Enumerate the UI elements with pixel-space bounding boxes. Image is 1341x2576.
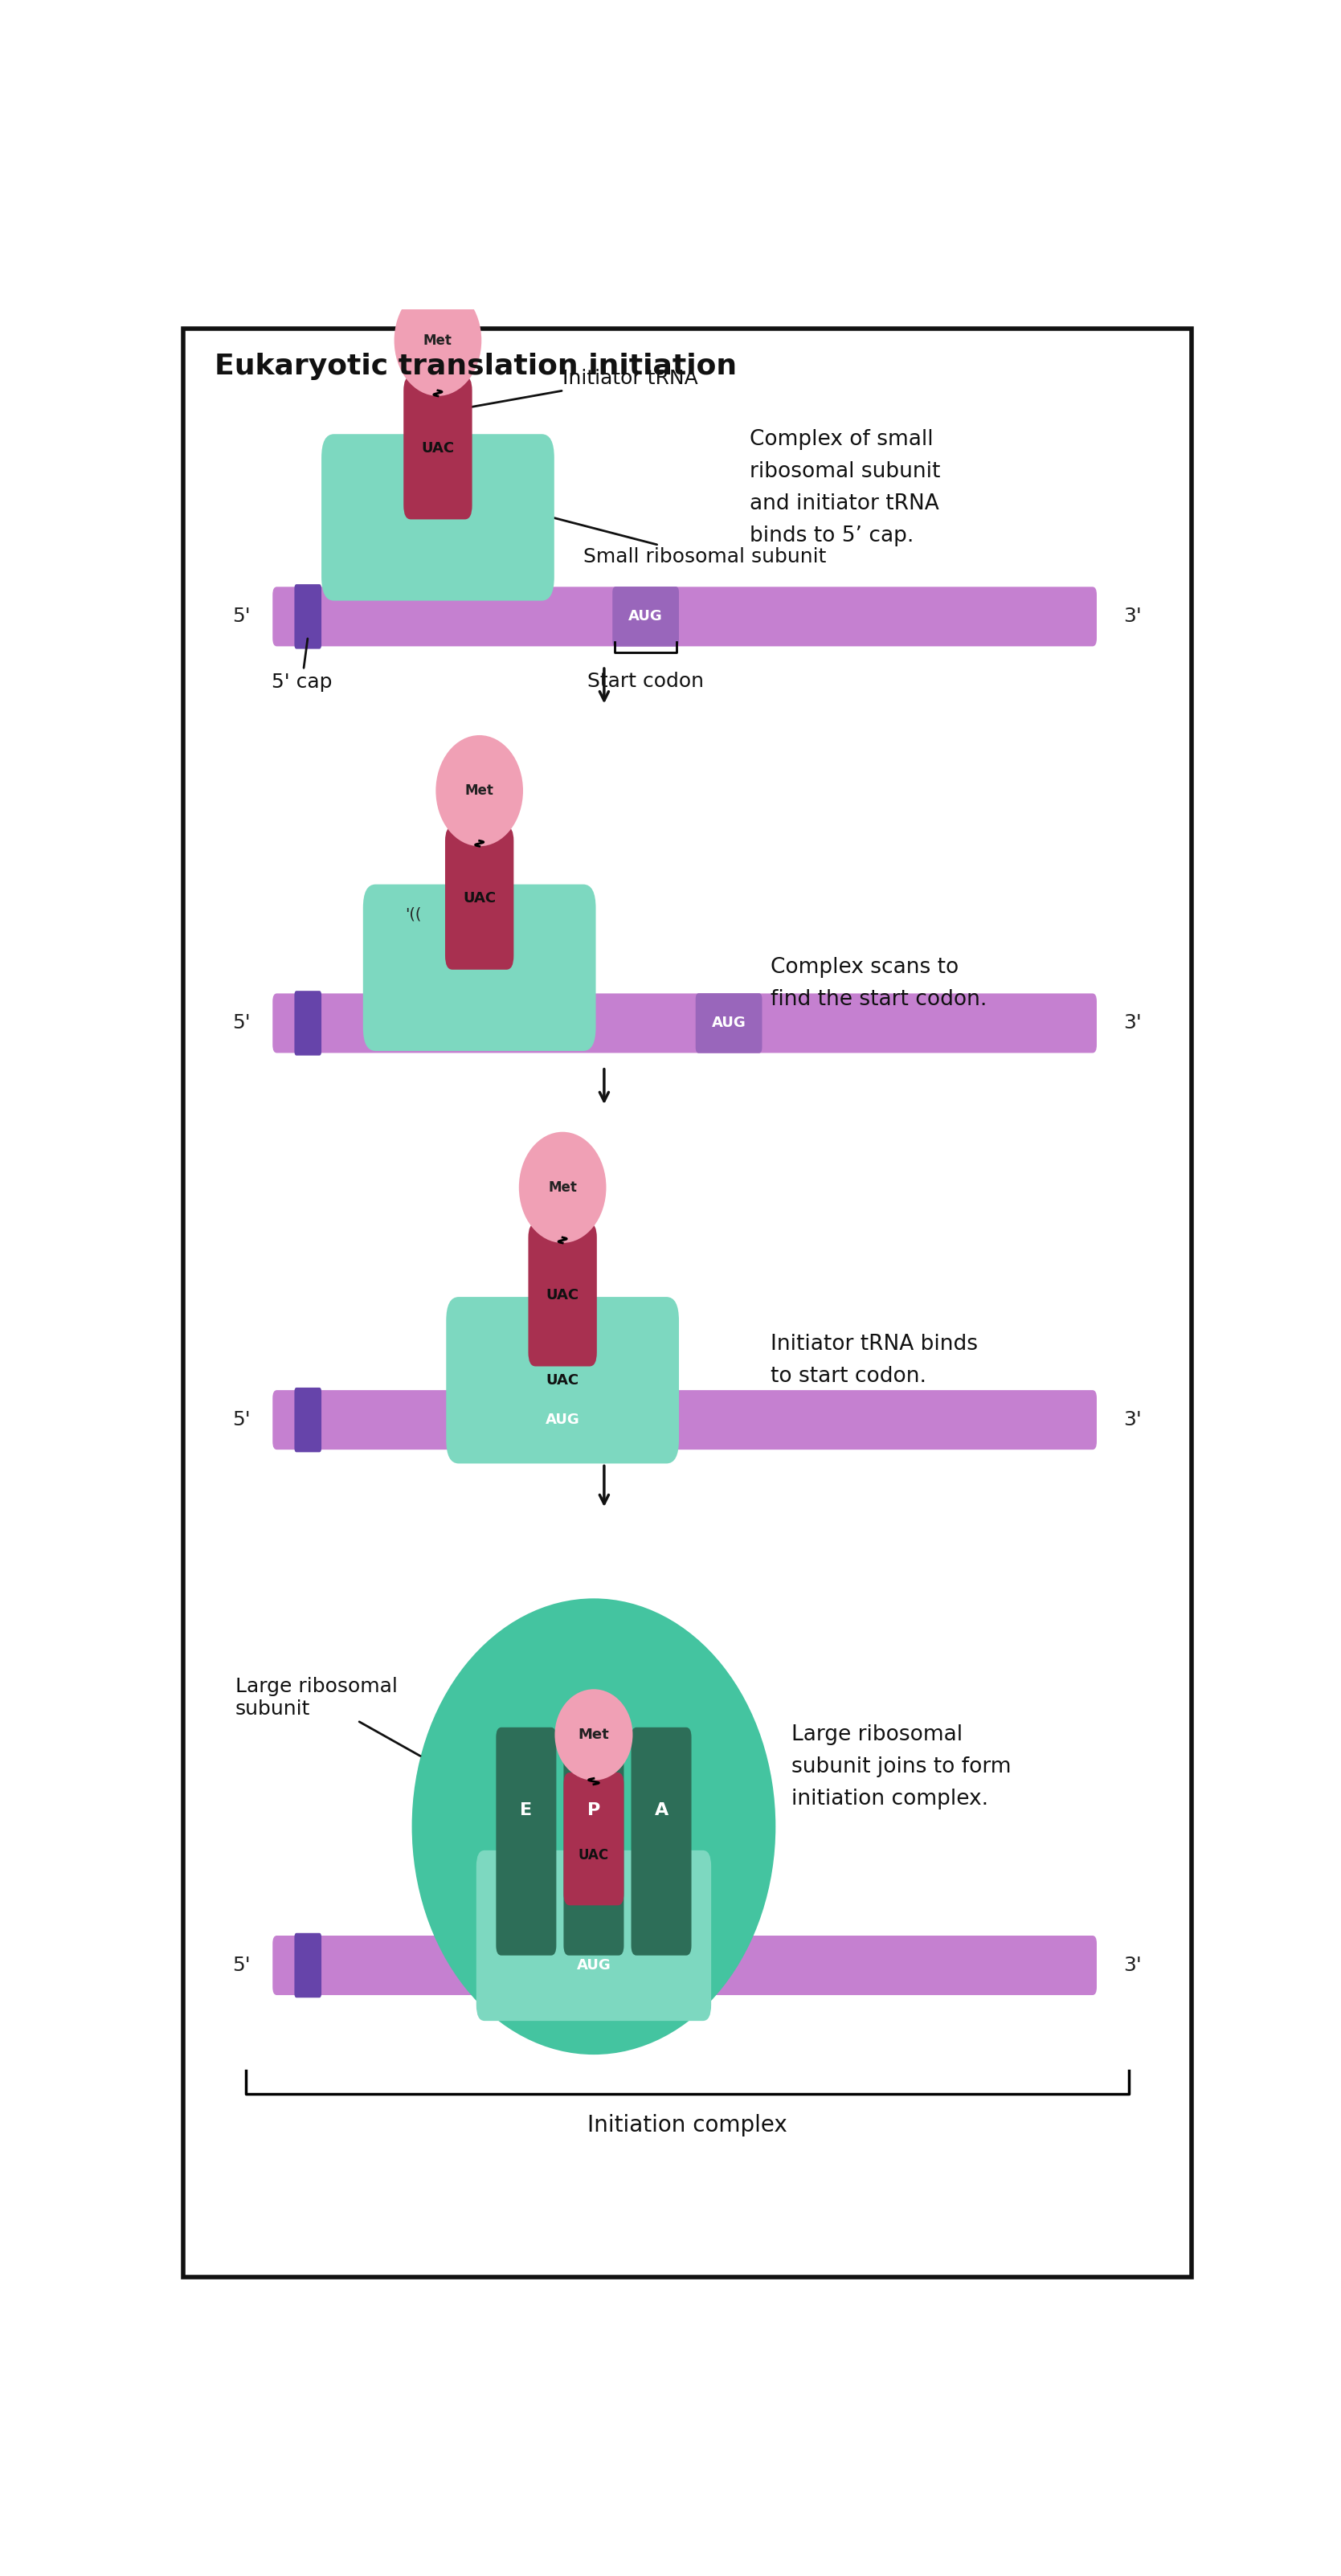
- Text: Large ribosomal
subunit joins to form
initiation complex.: Large ribosomal subunit joins to form in…: [791, 1723, 1011, 1808]
- FancyBboxPatch shape: [476, 1850, 711, 2022]
- Text: P: P: [587, 1803, 601, 1819]
- Text: 5': 5': [232, 608, 251, 626]
- FancyBboxPatch shape: [295, 992, 322, 1056]
- Text: Complex of small
ribosomal subunit
and initiator tRNA
binds to 5’ cap.: Complex of small ribosomal subunit and i…: [750, 430, 940, 546]
- Text: 5': 5': [232, 1012, 251, 1033]
- Text: AUG: AUG: [546, 1412, 579, 1427]
- Text: Large ribosomal
subunit: Large ribosomal subunit: [235, 1677, 420, 1757]
- Text: Initiator tRNA binds
to start codon.: Initiator tRNA binds to start codon.: [770, 1334, 978, 1386]
- FancyBboxPatch shape: [528, 1224, 597, 1365]
- FancyBboxPatch shape: [696, 994, 762, 1054]
- Ellipse shape: [436, 734, 523, 848]
- Text: AUG: AUG: [712, 1015, 746, 1030]
- Text: A: A: [654, 1803, 668, 1819]
- FancyBboxPatch shape: [613, 587, 679, 647]
- FancyBboxPatch shape: [404, 376, 472, 520]
- Text: 3': 3': [1124, 1409, 1143, 1430]
- FancyBboxPatch shape: [272, 994, 1097, 1054]
- Text: '((: '((: [405, 907, 421, 922]
- Text: Initiation complex: Initiation complex: [587, 2115, 787, 2136]
- Text: Eukaryotic translation initiation: Eukaryotic translation initiation: [215, 353, 736, 381]
- Text: AUG: AUG: [629, 611, 662, 623]
- FancyBboxPatch shape: [295, 585, 322, 649]
- Text: 3': 3': [1124, 608, 1143, 626]
- Text: 5' cap: 5' cap: [271, 639, 333, 693]
- Text: UAC: UAC: [578, 1847, 609, 1862]
- Text: 3': 3': [1124, 1955, 1143, 1976]
- Text: UAC: UAC: [546, 1288, 579, 1301]
- Ellipse shape: [519, 1131, 606, 1244]
- Text: Small ribosomal subunit: Small ribosomal subunit: [554, 518, 826, 567]
- FancyBboxPatch shape: [445, 827, 514, 969]
- Ellipse shape: [412, 1597, 775, 2056]
- Text: UAC: UAC: [421, 440, 455, 456]
- FancyBboxPatch shape: [295, 1932, 322, 1999]
- Text: Met: Met: [548, 1180, 577, 1195]
- FancyBboxPatch shape: [563, 1728, 624, 1955]
- Text: UAC: UAC: [546, 1373, 579, 1388]
- Text: Met: Met: [578, 1728, 609, 1741]
- FancyBboxPatch shape: [272, 587, 1097, 647]
- Text: UAC: UAC: [463, 891, 496, 904]
- FancyBboxPatch shape: [632, 1728, 692, 1955]
- Text: Complex scans to
find the start codon.: Complex scans to find the start codon.: [770, 958, 987, 1010]
- FancyBboxPatch shape: [363, 884, 595, 1051]
- FancyBboxPatch shape: [322, 435, 554, 600]
- FancyBboxPatch shape: [184, 330, 1191, 2277]
- Text: 5': 5': [232, 1409, 251, 1430]
- Text: E: E: [520, 1803, 532, 1819]
- Text: AUG: AUG: [546, 1412, 579, 1427]
- Text: 5': 5': [232, 1955, 251, 1976]
- Text: 3': 3': [1124, 1012, 1143, 1033]
- Text: Start codon: Start codon: [587, 672, 704, 690]
- FancyBboxPatch shape: [447, 1296, 679, 1463]
- Ellipse shape: [394, 286, 481, 397]
- FancyBboxPatch shape: [272, 1935, 1097, 1994]
- FancyBboxPatch shape: [563, 1772, 624, 1906]
- FancyBboxPatch shape: [272, 1391, 1097, 1450]
- Text: AUG: AUG: [577, 1958, 611, 1973]
- Text: Met: Met: [424, 332, 452, 348]
- FancyBboxPatch shape: [295, 1388, 322, 1453]
- Ellipse shape: [555, 1690, 633, 1780]
- Text: Met: Met: [465, 783, 493, 799]
- Text: Initiator tRNA: Initiator tRNA: [467, 368, 699, 407]
- FancyBboxPatch shape: [530, 1391, 595, 1450]
- FancyBboxPatch shape: [496, 1728, 557, 1955]
